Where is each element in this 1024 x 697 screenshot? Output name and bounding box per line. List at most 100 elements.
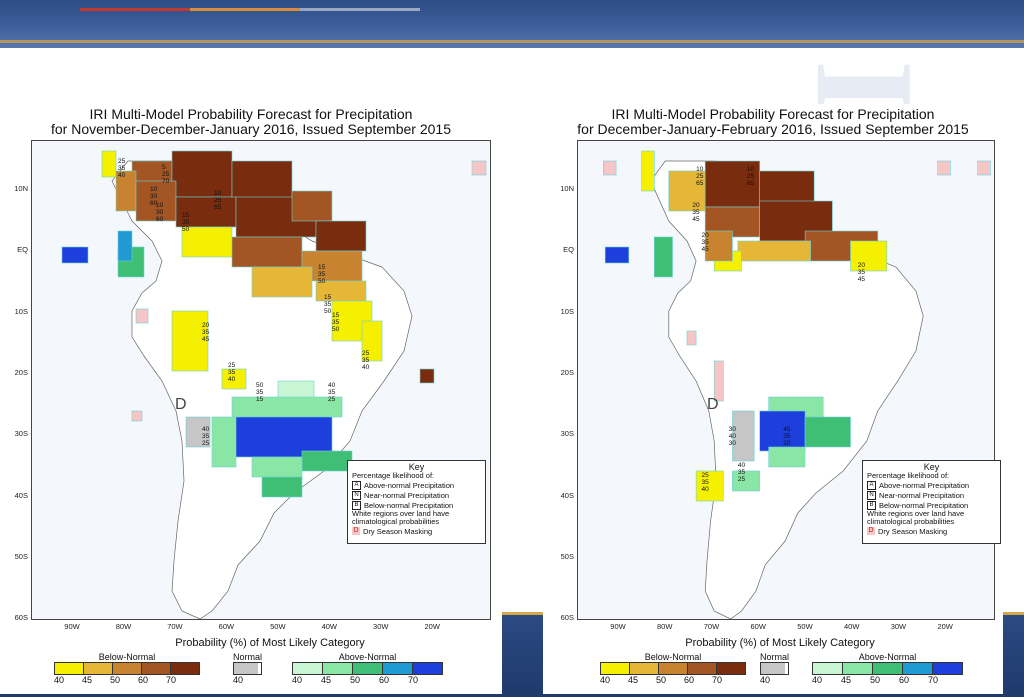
forecast-cell <box>231 416 333 458</box>
lon-label: 50W <box>797 622 813 631</box>
legend-swatch <box>382 663 412 674</box>
right-map-frame[interactable]: 10 25 65 10 25 65 20 35 45 20 35 45 20 35 45 30 40 30 25 35… <box>577 140 995 620</box>
lon-label: 90W <box>610 622 626 631</box>
annotation-value: 35 <box>328 389 336 396</box>
annotation-value: 40 <box>362 364 370 371</box>
legend-tick: 45 <box>628 675 639 685</box>
annotation-value: 35 <box>202 329 210 336</box>
legend-swatch <box>932 663 962 674</box>
continent-outline <box>650 160 924 619</box>
lat-label: 10S <box>560 306 574 316</box>
annotation-value: 35 <box>783 433 791 440</box>
right-title-line1: IRI Multi-Model Probability Forecast for… <box>611 106 935 122</box>
legend-tick: 40 <box>812 675 823 685</box>
annotation-value: 45 <box>858 276 866 283</box>
annotation-value: 25 <box>738 476 746 483</box>
forecast-cell <box>135 308 149 324</box>
header-gold-line <box>0 40 1024 43</box>
forecast-cell <box>604 246 630 264</box>
annotation-value: 40 <box>202 426 210 433</box>
legend-tick: 70 <box>712 675 723 685</box>
forecast-cell <box>768 446 806 468</box>
key-mask-text: Dry Season Masking <box>363 526 433 536</box>
lat-label: 40S <box>14 490 28 500</box>
annotation-value: 25 <box>162 171 170 178</box>
legend-swatch <box>629 663 658 674</box>
annotation-value: 25 <box>214 197 222 204</box>
legend-swatch <box>872 663 902 674</box>
legend-tick: 50 <box>350 675 361 685</box>
forecast-cell <box>695 470 724 502</box>
annotation-value: 35 <box>118 165 126 172</box>
key-text-b: Below-normal Precipitation <box>364 500 454 510</box>
annotation-value: 35 <box>324 301 332 308</box>
legend-above-ticks: 40 45 50 60 70 <box>812 675 963 685</box>
lat-label: 10N <box>560 184 574 193</box>
key-row-above: A Above-normal Precipitation <box>352 480 485 490</box>
right-legend-normal: Normal 40 <box>760 652 790 685</box>
legend-swatch <box>412 663 442 674</box>
forecast-cell <box>301 450 353 472</box>
forecast-cell <box>261 476 303 498</box>
annotation-value: 45 <box>202 336 210 343</box>
key-text-n: Near-normal Precipitation <box>879 490 965 500</box>
lat-label: EQ <box>17 245 28 255</box>
annotation-value: 30 <box>156 209 164 216</box>
right-dry-mask-letter: D <box>707 396 719 413</box>
annotation-value: 65 <box>214 204 222 211</box>
key-text-a: Above-normal Precipitation <box>364 480 455 490</box>
lat-label: 30S <box>560 429 574 439</box>
key-text-b: Below-normal Precipitation <box>879 500 969 510</box>
forecast-cell <box>231 396 343 418</box>
legend-above-label: Above-Normal <box>338 652 397 662</box>
right-legend-below: Below-Normal 40 45 50 60 70 <box>600 652 746 685</box>
forecast-cell <box>732 470 760 492</box>
right-legend-title: Probability (%) of Most Likely Category <box>685 637 875 649</box>
legend-tick: 40 <box>600 675 611 685</box>
annotation-value: 20 <box>783 440 791 447</box>
annotation-value: 35 <box>228 369 236 376</box>
legend-above-swatches <box>812 662 963 675</box>
forecast-cell <box>117 230 133 262</box>
annotation-value: 40 <box>118 172 126 179</box>
key-text-n: Near-normal Precipitation <box>364 490 450 500</box>
annotation-value: 15 <box>324 294 332 301</box>
forecast-cell <box>419 368 435 384</box>
legend-swatch <box>112 663 141 674</box>
forecast-cell <box>471 160 487 176</box>
forecast-cell <box>850 240 888 272</box>
annotation-value: 35 <box>738 469 746 476</box>
legend-swatch <box>842 663 872 674</box>
left-legend-above: Above-Normal 40 45 50 60 70 <box>292 652 443 685</box>
left-map-frame[interactable]: 25 35 40 5 25 70 10 30 60 10 25 65 10 30 60 15 35 50 20 35 4… <box>31 140 491 620</box>
legend-below-ticks: 40 45 50 60 70 <box>600 675 746 685</box>
legend-normal-ticks: 40 <box>760 675 789 685</box>
annotation-value: 10 <box>156 202 164 209</box>
forecast-cell <box>135 180 177 222</box>
forecast-cell <box>251 456 303 478</box>
annotation-value: 20 <box>702 232 710 239</box>
mask-swatch: D <box>352 527 360 535</box>
legend-swatch <box>170 663 199 674</box>
forecast-cell <box>171 150 233 198</box>
legend-swatch <box>601 663 629 674</box>
annotation-value: 50 <box>324 308 332 315</box>
lat-label: 50S <box>560 551 574 561</box>
legend-swatch <box>352 663 382 674</box>
legend-normal-ticks: 40 <box>233 675 262 685</box>
forecast-cell <box>171 310 209 372</box>
forecast-cell <box>713 360 724 402</box>
annotation-value: 35 <box>318 271 326 278</box>
forecast-cell <box>654 236 673 278</box>
